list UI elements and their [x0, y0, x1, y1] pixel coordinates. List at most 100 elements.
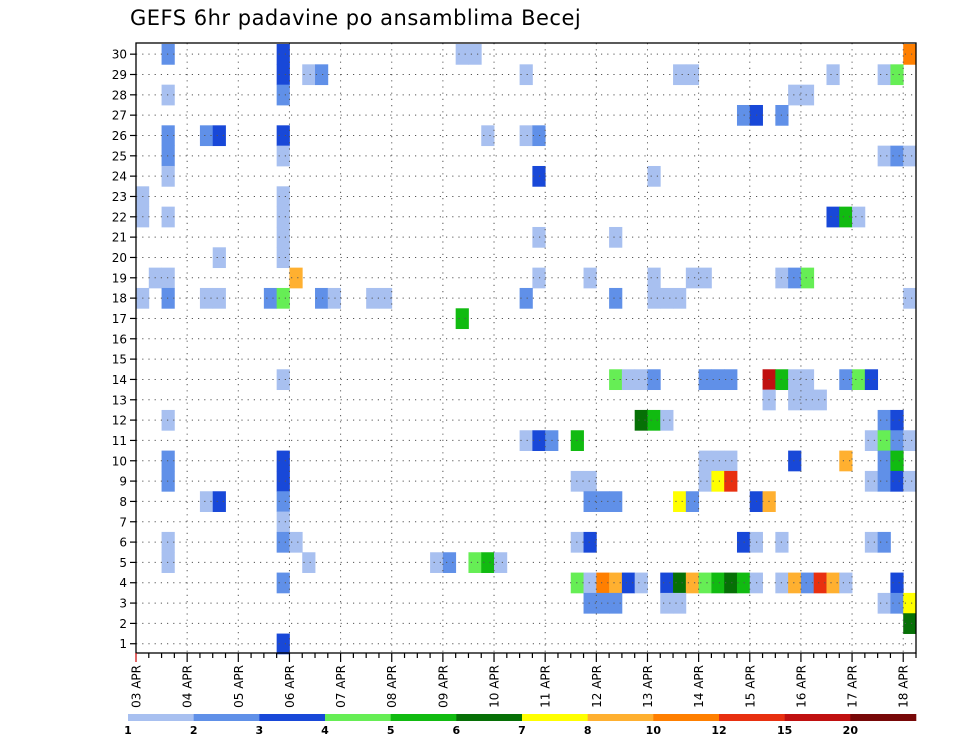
legend-label: 1: [124, 724, 132, 737]
x-tick-label: 07 APR: [334, 665, 348, 708]
y-tick-label: 26: [112, 129, 127, 143]
heatmap-cell: [877, 531, 891, 553]
heatmap-cells: [136, 44, 917, 655]
heatmap-cell: [890, 450, 904, 472]
y-tick-label: 12: [112, 414, 127, 428]
y-tick-label: 5: [119, 556, 127, 570]
heatmap-cell: [532, 226, 546, 248]
heatmap-cell: [877, 145, 891, 167]
legend-swatch: [456, 714, 523, 721]
y-tick-label: 24: [112, 170, 127, 184]
heatmap-cell: [609, 572, 623, 594]
heatmap-cell: [788, 572, 802, 594]
heatmap-cell: [698, 267, 712, 289]
heatmap-cell: [276, 186, 290, 208]
heatmap-cell: [634, 369, 648, 391]
heatmap-cell: [685, 64, 700, 86]
heatmap-cell: [289, 267, 303, 289]
heatmap-cell: [724, 572, 738, 594]
legend-swatch: [587, 714, 654, 721]
heatmap-cell: [494, 552, 508, 573]
heatmap-cell: [711, 369, 725, 391]
heatmap-cell: [813, 389, 827, 411]
heatmap-cell: [647, 267, 661, 289]
heatmap-cell: [711, 470, 725, 492]
legend-swatch: [850, 714, 917, 721]
heatmap-cell: [800, 267, 815, 289]
y-tick-label: 9: [119, 475, 127, 489]
x-axis: 03 APR 04 APR 05 APR 06 APR 07 APR 08 APR 09 A…: [130, 653, 917, 708]
heatmap-cell: [647, 409, 661, 431]
heatmap-cell: [903, 145, 917, 167]
heatmap-cell: [455, 44, 469, 65]
chart-title: GEFS 6hr padavine po ansamblima Becej: [130, 6, 582, 30]
heatmap-cell: [724, 369, 738, 391]
legend-swatch: [719, 714, 785, 721]
heatmap-cell: [839, 572, 853, 594]
legend-swatch: [784, 714, 851, 721]
legend-label: 4: [321, 724, 329, 737]
x-tick-label: 17 APR: [846, 665, 860, 708]
y-axis: 1234567891011121314151617181920212223242…: [112, 48, 136, 651]
heatmap-cell: [890, 430, 904, 451]
heatmap-cell: [276, 206, 290, 228]
legend-swatch: [325, 714, 391, 721]
heatmap-cell: [903, 470, 917, 492]
x-tick-label: 11 APR: [539, 665, 553, 708]
heatmap-cell: [839, 369, 853, 391]
heatmap-cell: [813, 572, 827, 594]
heatmap-cell: [276, 84, 290, 106]
heatmap-cell: [583, 531, 597, 553]
heatmap-cell: [634, 572, 648, 594]
heatmap-cell: [660, 409, 674, 431]
heatmap-cell: [481, 552, 495, 573]
heatmap-cell: [596, 592, 610, 614]
heatmap-cell: [890, 572, 904, 594]
legend-label: 10: [646, 724, 662, 737]
x-tick-label: 14 APR: [692, 665, 706, 708]
heatmap-cell: [212, 125, 226, 147]
y-tick-label: 3: [119, 597, 127, 611]
x-tick-label: 06 APR: [283, 665, 297, 708]
color-legend: 1 2 3 4 5 6 7 8 10 12 15 20: [124, 714, 917, 737]
heatmap-cell: [903, 613, 917, 634]
heatmap-cell: [609, 491, 623, 512]
heatmap-cell: [698, 450, 712, 472]
heatmap-cell: [788, 84, 802, 106]
x-tick-label: 09 APR: [436, 665, 450, 708]
legend-label: 15: [777, 724, 792, 737]
heatmap-cell: [276, 470, 290, 492]
heatmap-cell: [890, 409, 904, 431]
legend-swatch: [128, 714, 194, 721]
heatmap-cell: [698, 470, 712, 492]
heatmap-cell: [698, 369, 712, 391]
heatmap-cell: [890, 470, 904, 492]
heatmap-cell: [276, 369, 290, 391]
heatmap-cell: [276, 633, 290, 655]
heatmap-cell: [199, 491, 214, 512]
heatmap-cell: [736, 572, 751, 594]
heatmap-cell: [800, 84, 815, 106]
y-tick-label: 11: [112, 434, 127, 448]
heatmap-cell: [852, 369, 866, 391]
heatmap-cell: [276, 531, 290, 553]
gridlines: [136, 43, 916, 653]
legend-label: 12: [711, 724, 726, 737]
y-tick-label: 6: [119, 536, 127, 550]
heatmap-cell: [685, 267, 700, 289]
heatmap-cell: [788, 369, 802, 391]
heatmap-cell: [788, 450, 802, 472]
heatmap-cell: [276, 44, 290, 65]
heatmap-cell: [877, 450, 891, 472]
y-tick-label: 14: [112, 373, 127, 387]
heatmap-cell: [903, 592, 917, 614]
heatmap-cell: [583, 572, 597, 594]
heatmap-cell: [724, 470, 738, 492]
legend-label: 7: [518, 724, 526, 737]
heatmap-cell: [481, 125, 495, 147]
heatmap-cell: [315, 64, 329, 86]
heatmap-cell: [276, 511, 290, 533]
heatmap-cell: [596, 572, 610, 594]
heatmap-cell: [673, 572, 687, 594]
